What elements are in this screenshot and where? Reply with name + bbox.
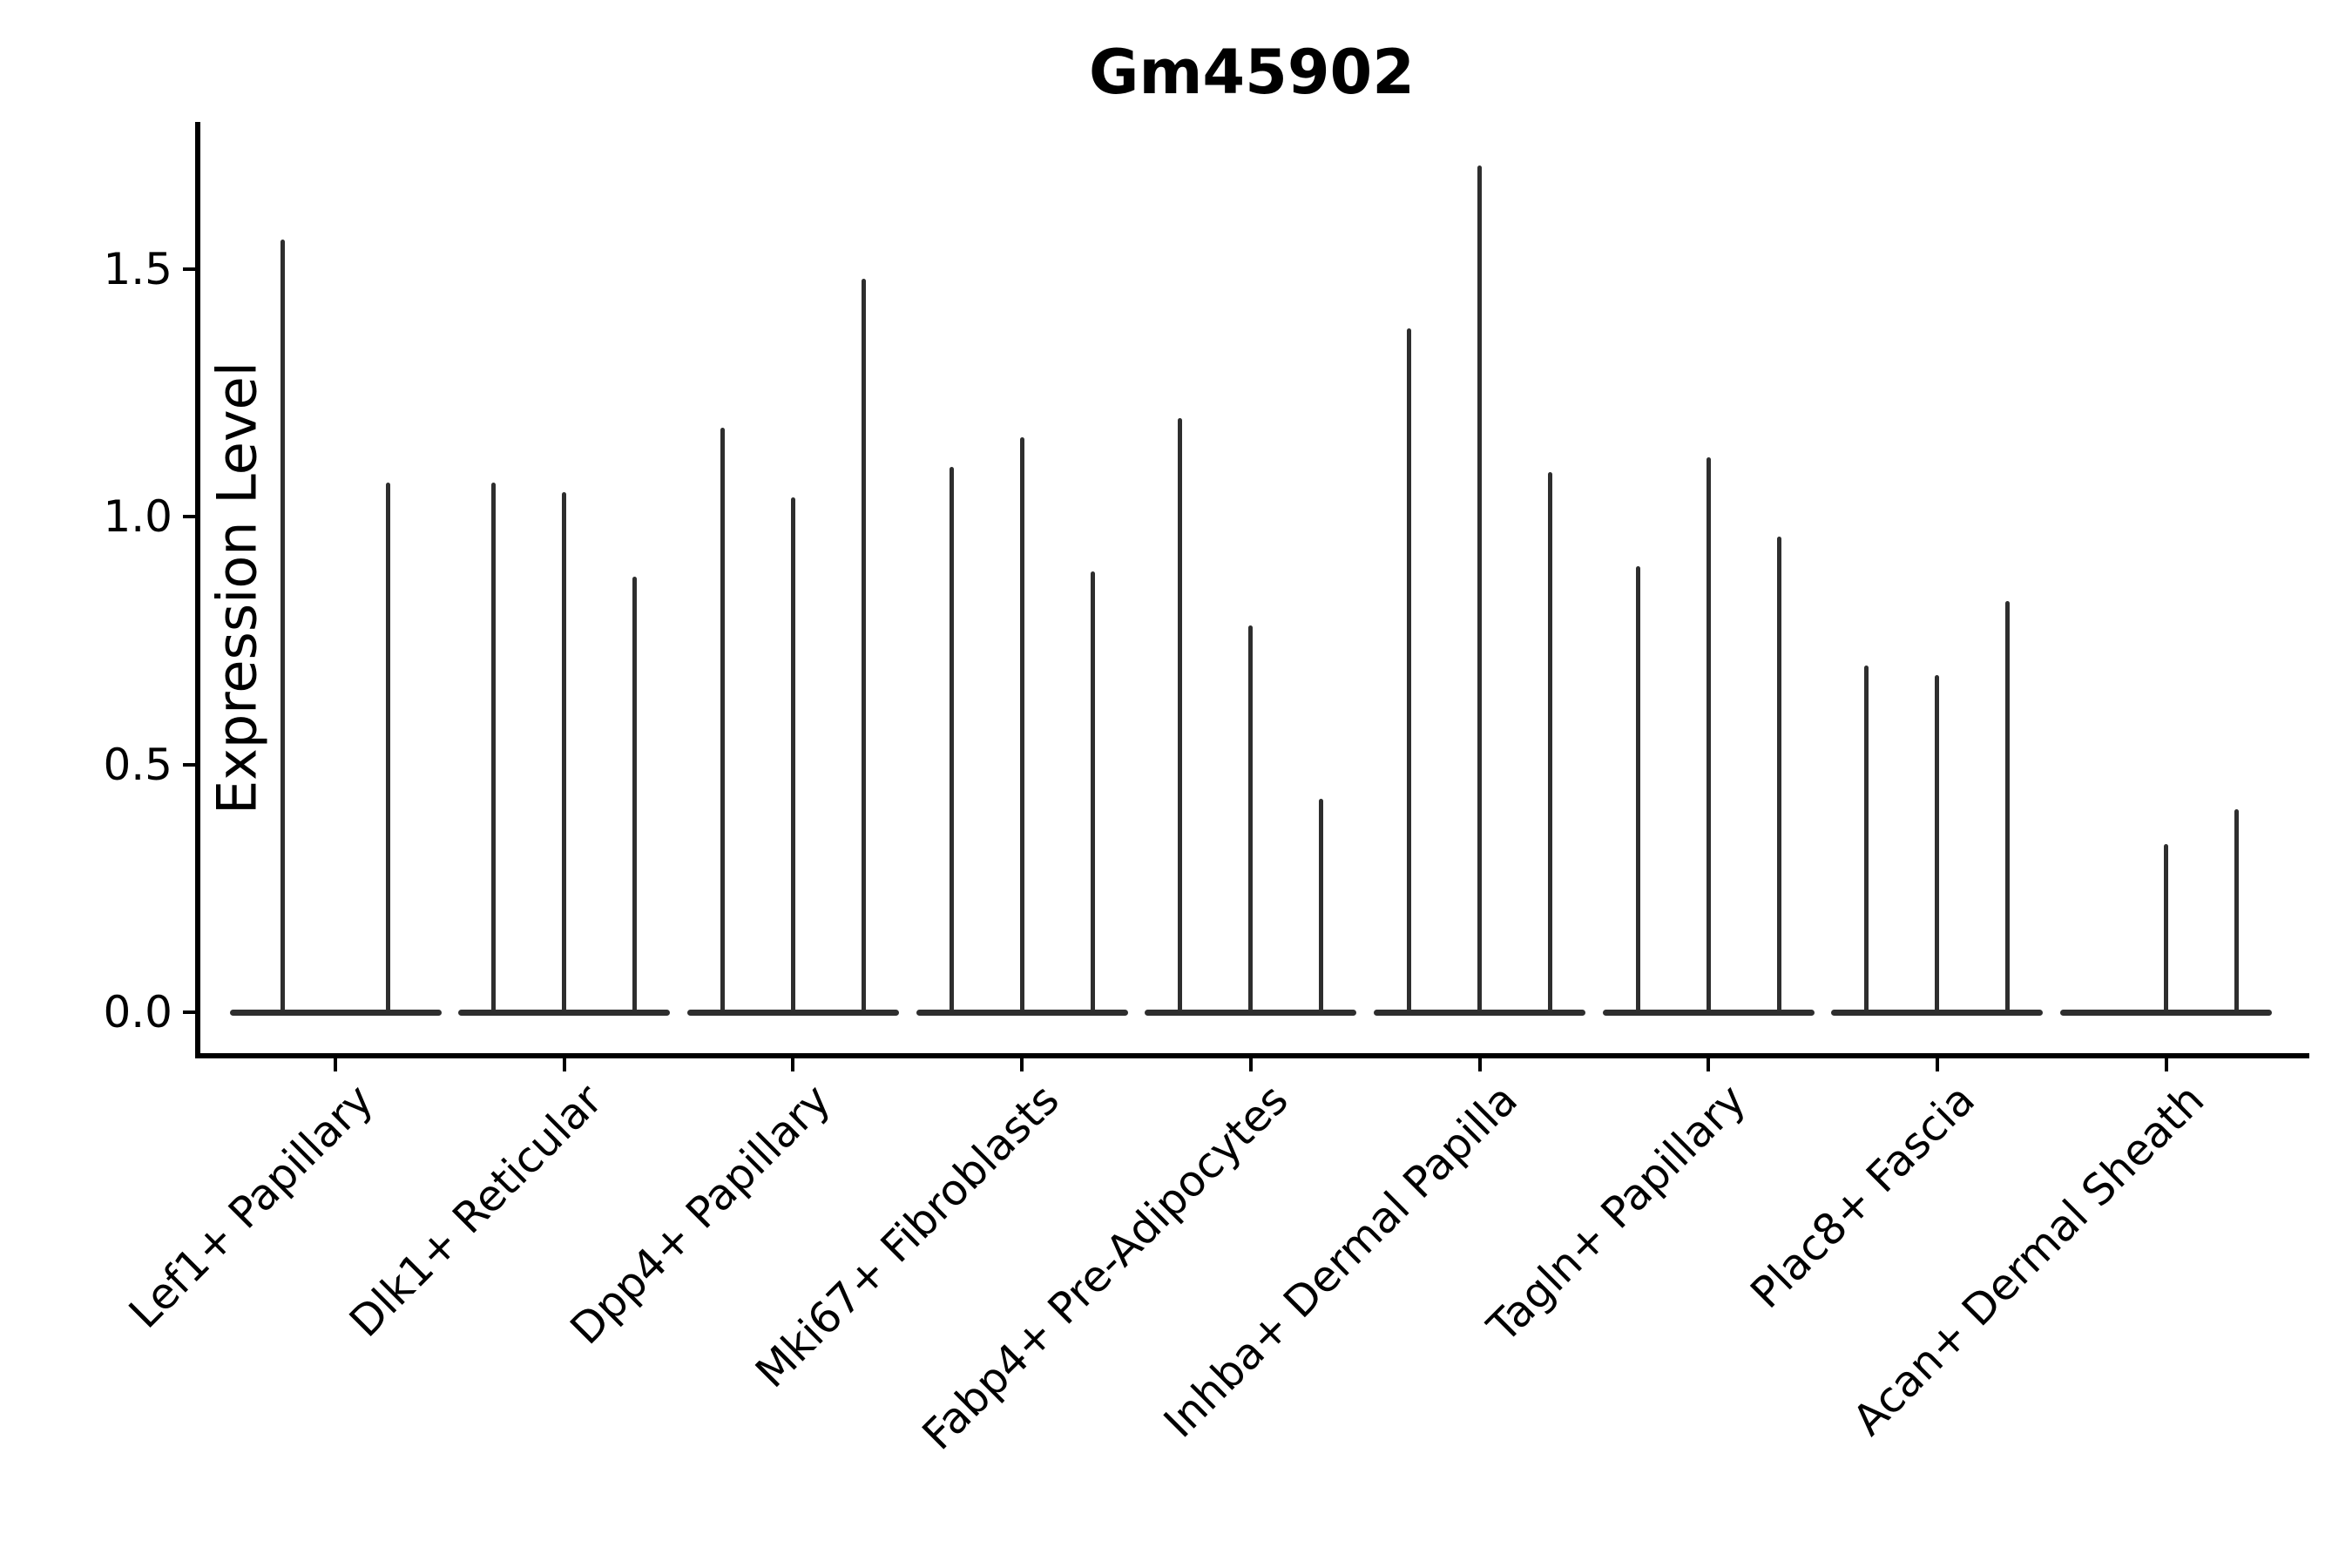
x-tick-label: Plac8+ Fascia bbox=[1740, 1074, 1985, 1319]
violin-spike bbox=[1935, 675, 1940, 1015]
violin-spike bbox=[1776, 537, 1781, 1015]
x-axis-spine bbox=[195, 1053, 2309, 1058]
violin-spike bbox=[2234, 808, 2240, 1015]
x-tick-mark bbox=[1248, 1058, 1253, 1071]
violin-spike bbox=[491, 482, 497, 1015]
y-tick-mark bbox=[183, 1010, 196, 1014]
x-tick-mark bbox=[334, 1058, 337, 1071]
y-tick-label: 1.5 bbox=[103, 243, 172, 294]
violin-spike bbox=[280, 239, 285, 1015]
violin-spike bbox=[386, 482, 391, 1015]
x-tick-mark bbox=[1477, 1058, 1482, 1071]
y-tick-label: 1.0 bbox=[103, 491, 172, 543]
violin-spike bbox=[861, 279, 866, 1015]
y-tick-label: 0.5 bbox=[103, 739, 172, 790]
violin-spike bbox=[1407, 328, 1411, 1015]
violin-spike bbox=[562, 491, 567, 1015]
violin-spike bbox=[1178, 417, 1183, 1015]
violin-spike bbox=[949, 467, 954, 1015]
y-tick-label: 0.0 bbox=[103, 987, 172, 1037]
violin-spike bbox=[2005, 601, 2011, 1015]
x-tick-mark bbox=[1707, 1058, 1711, 1071]
violin-spike bbox=[632, 576, 638, 1015]
violin-spike bbox=[1706, 457, 1711, 1015]
violin-spike bbox=[1477, 165, 1482, 1015]
violin-spike bbox=[1248, 625, 1254, 1015]
x-tick-mark bbox=[2164, 1058, 2168, 1071]
violin-spike bbox=[1548, 472, 1552, 1015]
violin-spike bbox=[790, 497, 795, 1015]
y-tick-mark bbox=[183, 515, 196, 519]
plot-title: Gm45902 bbox=[1089, 37, 1415, 108]
violin-spike bbox=[1090, 571, 1095, 1015]
y-tick-mark bbox=[183, 762, 196, 767]
violin-spike bbox=[1864, 665, 1869, 1015]
x-tick-mark bbox=[562, 1058, 566, 1071]
x-tick-label: Dlk1+ Reticular bbox=[339, 1074, 612, 1347]
violin-spike bbox=[1635, 566, 1640, 1015]
violin-base bbox=[229, 1009, 442, 1016]
violin-spike bbox=[2164, 843, 2169, 1015]
y-axis-spine bbox=[195, 122, 200, 1058]
y-tick-mark bbox=[183, 267, 196, 271]
x-tick-mark bbox=[1020, 1058, 1024, 1071]
violin-spike bbox=[1319, 799, 1324, 1015]
x-tick-label: Lef1+ Papillary bbox=[119, 1074, 383, 1338]
x-tick-label: Tagln+ Papillary bbox=[1478, 1074, 1756, 1352]
violin-spike bbox=[1019, 437, 1024, 1015]
y-axis-label: Expression Level bbox=[205, 362, 269, 814]
x-tick-mark bbox=[791, 1058, 795, 1071]
violin-spike bbox=[720, 427, 725, 1015]
x-tick-mark bbox=[1935, 1058, 1939, 1071]
x-tick-label: Fabp4+ Pre-Adipocytes bbox=[913, 1074, 1298, 1460]
